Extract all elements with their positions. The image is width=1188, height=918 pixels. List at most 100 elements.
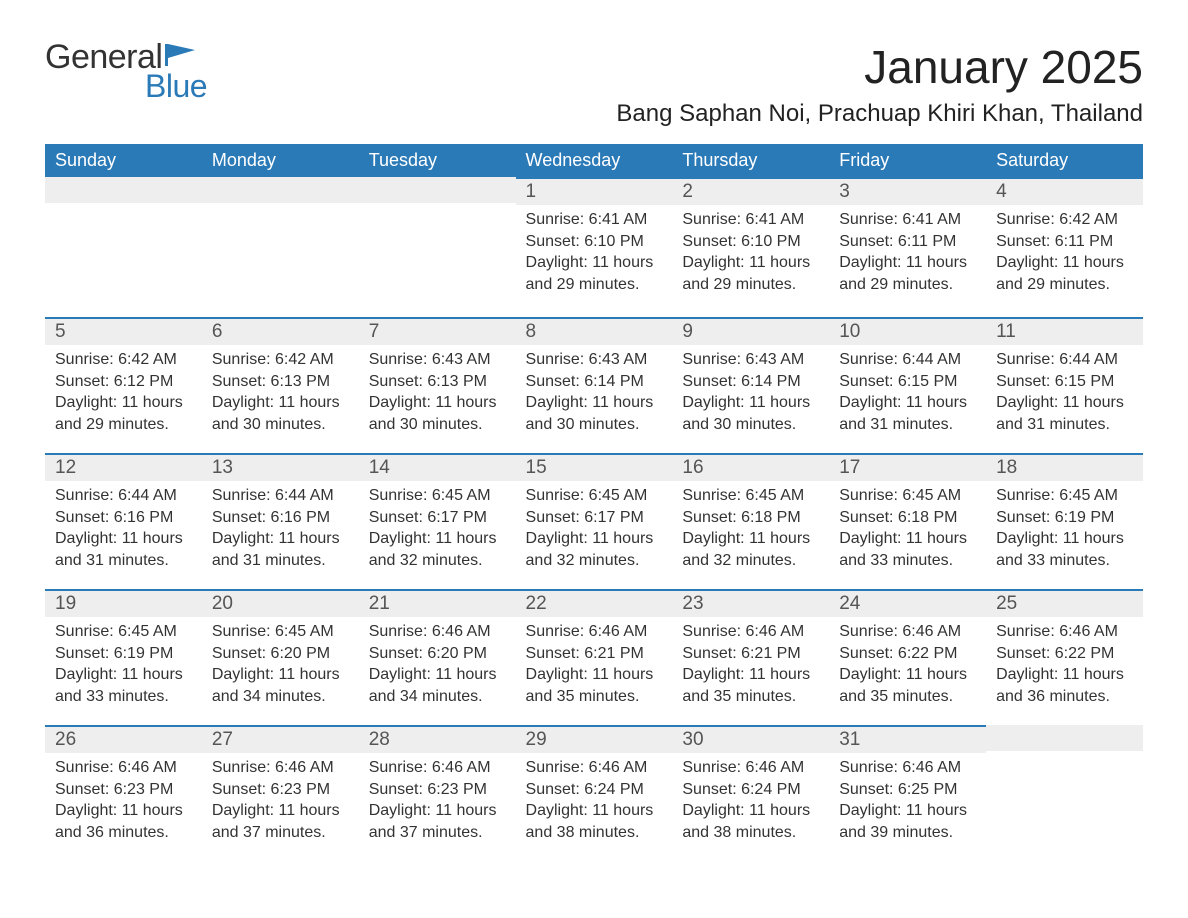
day-number: 6 bbox=[202, 319, 359, 345]
calendar-week-row: 5Sunrise: 6:42 AMSunset: 6:12 PMDaylight… bbox=[45, 317, 1143, 453]
day-number: 4 bbox=[986, 179, 1143, 205]
day-body: Sunrise: 6:46 AMSunset: 6:23 PMDaylight:… bbox=[202, 753, 359, 849]
day-body: Sunrise: 6:45 AMSunset: 6:19 PMDaylight:… bbox=[986, 481, 1143, 577]
calendar-day-cell: 10Sunrise: 6:44 AMSunset: 6:15 PMDayligh… bbox=[829, 317, 986, 453]
day-body: Sunrise: 6:46 AMSunset: 6:21 PMDaylight:… bbox=[516, 617, 673, 713]
weekday-header-row: Sunday Monday Tuesday Wednesday Thursday… bbox=[45, 144, 1143, 177]
day-body: Sunrise: 6:45 AMSunset: 6:18 PMDaylight:… bbox=[672, 481, 829, 577]
day-body: Sunrise: 6:41 AMSunset: 6:11 PMDaylight:… bbox=[829, 205, 986, 301]
day-number: 12 bbox=[45, 455, 202, 481]
calendar-day-cell: 13Sunrise: 6:44 AMSunset: 6:16 PMDayligh… bbox=[202, 453, 359, 589]
calendar-day-cell: 3Sunrise: 6:41 AMSunset: 6:11 PMDaylight… bbox=[829, 177, 986, 317]
weekday-header: Saturday bbox=[986, 144, 1143, 177]
calendar-day-cell: 14Sunrise: 6:45 AMSunset: 6:17 PMDayligh… bbox=[359, 453, 516, 589]
weekday-header: Thursday bbox=[672, 144, 829, 177]
weekday-header: Monday bbox=[202, 144, 359, 177]
calendar-day-cell: 11Sunrise: 6:44 AMSunset: 6:15 PMDayligh… bbox=[986, 317, 1143, 453]
day-body: Sunrise: 6:46 AMSunset: 6:20 PMDaylight:… bbox=[359, 617, 516, 713]
calendar-day-cell: 15Sunrise: 6:45 AMSunset: 6:17 PMDayligh… bbox=[516, 453, 673, 589]
day-number: 9 bbox=[672, 319, 829, 345]
day-number: 17 bbox=[829, 455, 986, 481]
calendar-day-cell: 6Sunrise: 6:42 AMSunset: 6:13 PMDaylight… bbox=[202, 317, 359, 453]
calendar-day-cell: 12Sunrise: 6:44 AMSunset: 6:16 PMDayligh… bbox=[45, 453, 202, 589]
logo-text-b: Blue bbox=[145, 70, 207, 102]
day-number: 27 bbox=[202, 727, 359, 753]
calendar-day-cell bbox=[359, 177, 516, 317]
day-body: Sunrise: 6:45 AMSunset: 6:17 PMDaylight:… bbox=[516, 481, 673, 577]
day-number: 30 bbox=[672, 727, 829, 753]
calendar-day-cell: 8Sunrise: 6:43 AMSunset: 6:14 PMDaylight… bbox=[516, 317, 673, 453]
page-title: January 2025 bbox=[616, 40, 1143, 94]
calendar-day-cell: 31Sunrise: 6:46 AMSunset: 6:25 PMDayligh… bbox=[829, 725, 986, 861]
day-body: Sunrise: 6:45 AMSunset: 6:20 PMDaylight:… bbox=[202, 617, 359, 713]
calendar-day-cell: 23Sunrise: 6:46 AMSunset: 6:21 PMDayligh… bbox=[672, 589, 829, 725]
calendar-table: Sunday Monday Tuesday Wednesday Thursday… bbox=[45, 144, 1143, 861]
calendar-day-cell: 4Sunrise: 6:42 AMSunset: 6:11 PMDaylight… bbox=[986, 177, 1143, 317]
day-number: 29 bbox=[516, 727, 673, 753]
day-number: 7 bbox=[359, 319, 516, 345]
calendar-week-row: 19Sunrise: 6:45 AMSunset: 6:19 PMDayligh… bbox=[45, 589, 1143, 725]
calendar-day-cell: 28Sunrise: 6:46 AMSunset: 6:23 PMDayligh… bbox=[359, 725, 516, 861]
calendar-day-cell: 26Sunrise: 6:46 AMSunset: 6:23 PMDayligh… bbox=[45, 725, 202, 861]
calendar-week-row: 12Sunrise: 6:44 AMSunset: 6:16 PMDayligh… bbox=[45, 453, 1143, 589]
calendar-day-cell: 20Sunrise: 6:45 AMSunset: 6:20 PMDayligh… bbox=[202, 589, 359, 725]
day-number: 14 bbox=[359, 455, 516, 481]
calendar-day-cell: 17Sunrise: 6:45 AMSunset: 6:18 PMDayligh… bbox=[829, 453, 986, 589]
flag-icon bbox=[165, 44, 199, 70]
day-number: 5 bbox=[45, 319, 202, 345]
day-body: Sunrise: 6:41 AMSunset: 6:10 PMDaylight:… bbox=[672, 205, 829, 301]
day-number: 11 bbox=[986, 319, 1143, 345]
day-body: Sunrise: 6:46 AMSunset: 6:22 PMDaylight:… bbox=[829, 617, 986, 713]
day-number: 25 bbox=[986, 591, 1143, 617]
day-body: Sunrise: 6:42 AMSunset: 6:13 PMDaylight:… bbox=[202, 345, 359, 441]
day-body: Sunrise: 6:46 AMSunset: 6:22 PMDaylight:… bbox=[986, 617, 1143, 713]
calendar-week-row: 26Sunrise: 6:46 AMSunset: 6:23 PMDayligh… bbox=[45, 725, 1143, 861]
day-body: Sunrise: 6:44 AMSunset: 6:15 PMDaylight:… bbox=[986, 345, 1143, 441]
calendar-day-cell: 30Sunrise: 6:46 AMSunset: 6:24 PMDayligh… bbox=[672, 725, 829, 861]
day-number: 16 bbox=[672, 455, 829, 481]
calendar-day-cell bbox=[986, 725, 1143, 861]
calendar-day-cell bbox=[202, 177, 359, 317]
day-body: Sunrise: 6:45 AMSunset: 6:17 PMDaylight:… bbox=[359, 481, 516, 577]
day-body: Sunrise: 6:45 AMSunset: 6:19 PMDaylight:… bbox=[45, 617, 202, 713]
day-body: Sunrise: 6:41 AMSunset: 6:10 PMDaylight:… bbox=[516, 205, 673, 301]
day-body: Sunrise: 6:46 AMSunset: 6:25 PMDaylight:… bbox=[829, 753, 986, 849]
day-number: 22 bbox=[516, 591, 673, 617]
day-body: Sunrise: 6:43 AMSunset: 6:13 PMDaylight:… bbox=[359, 345, 516, 441]
header: General Blue January 2025 Bang Saphan No… bbox=[45, 40, 1143, 138]
day-number: 1 bbox=[516, 179, 673, 205]
calendar-day-cell: 1Sunrise: 6:41 AMSunset: 6:10 PMDaylight… bbox=[516, 177, 673, 317]
day-number: 24 bbox=[829, 591, 986, 617]
calendar-day-cell: 18Sunrise: 6:45 AMSunset: 6:19 PMDayligh… bbox=[986, 453, 1143, 589]
calendar-day-cell: 5Sunrise: 6:42 AMSunset: 6:12 PMDaylight… bbox=[45, 317, 202, 453]
weekday-header: Tuesday bbox=[359, 144, 516, 177]
calendar-day-cell bbox=[45, 177, 202, 317]
day-number: 28 bbox=[359, 727, 516, 753]
calendar-day-cell: 7Sunrise: 6:43 AMSunset: 6:13 PMDaylight… bbox=[359, 317, 516, 453]
weekday-header: Wednesday bbox=[516, 144, 673, 177]
day-number: 3 bbox=[829, 179, 986, 205]
day-number: 20 bbox=[202, 591, 359, 617]
weekday-header: Sunday bbox=[45, 144, 202, 177]
day-body: Sunrise: 6:44 AMSunset: 6:16 PMDaylight:… bbox=[45, 481, 202, 577]
calendar-day-cell: 27Sunrise: 6:46 AMSunset: 6:23 PMDayligh… bbox=[202, 725, 359, 861]
calendar-day-cell: 16Sunrise: 6:45 AMSunset: 6:18 PMDayligh… bbox=[672, 453, 829, 589]
day-number: 2 bbox=[672, 179, 829, 205]
calendar-day-cell: 19Sunrise: 6:45 AMSunset: 6:19 PMDayligh… bbox=[45, 589, 202, 725]
day-number: 8 bbox=[516, 319, 673, 345]
day-number: 23 bbox=[672, 591, 829, 617]
day-number: 31 bbox=[829, 727, 986, 753]
title-block: January 2025 Bang Saphan Noi, Prachuap K… bbox=[616, 40, 1143, 138]
day-number: 15 bbox=[516, 455, 673, 481]
calendar-day-cell: 25Sunrise: 6:46 AMSunset: 6:22 PMDayligh… bbox=[986, 589, 1143, 725]
day-body: Sunrise: 6:46 AMSunset: 6:24 PMDaylight:… bbox=[516, 753, 673, 849]
weekday-header: Friday bbox=[829, 144, 986, 177]
day-body: Sunrise: 6:42 AMSunset: 6:12 PMDaylight:… bbox=[45, 345, 202, 441]
day-body: Sunrise: 6:45 AMSunset: 6:18 PMDaylight:… bbox=[829, 481, 986, 577]
day-number: 18 bbox=[986, 455, 1143, 481]
calendar-day-cell: 24Sunrise: 6:46 AMSunset: 6:22 PMDayligh… bbox=[829, 589, 986, 725]
day-body: Sunrise: 6:46 AMSunset: 6:23 PMDaylight:… bbox=[359, 753, 516, 849]
day-number: 10 bbox=[829, 319, 986, 345]
day-body: Sunrise: 6:46 AMSunset: 6:21 PMDaylight:… bbox=[672, 617, 829, 713]
day-body: Sunrise: 6:42 AMSunset: 6:11 PMDaylight:… bbox=[986, 205, 1143, 301]
